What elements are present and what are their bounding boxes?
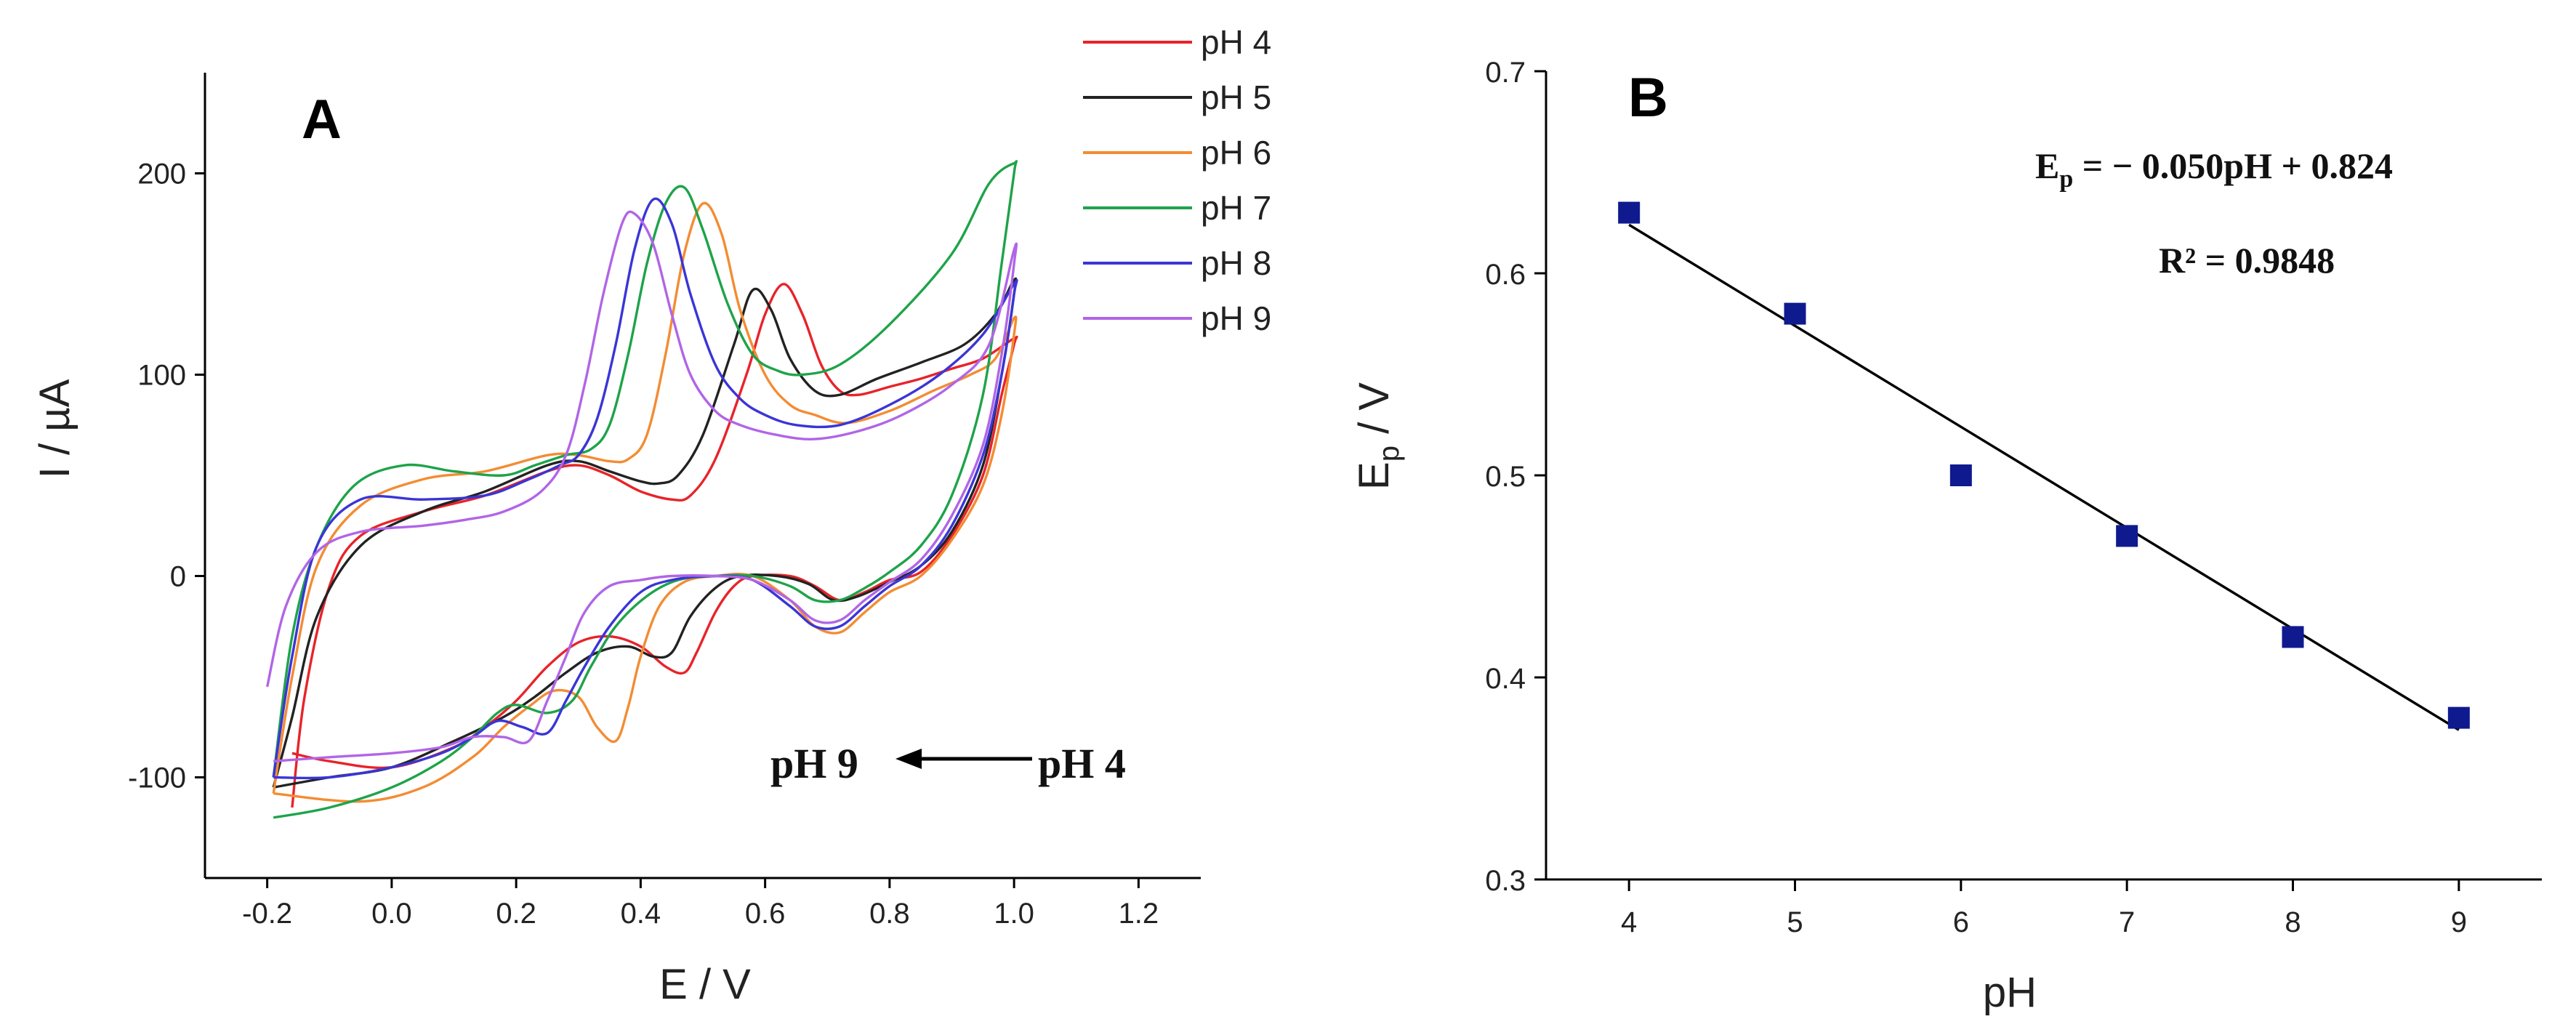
- ph-trend-annotation: pH 9 pH 4: [770, 740, 1126, 787]
- x-tick-label: 0.4: [621, 898, 661, 930]
- annotation-left-label: pH 9: [770, 740, 858, 787]
- x-tick-label: 0.2: [496, 898, 536, 930]
- x-tick-label: 6: [1953, 906, 1969, 938]
- eq-sub: p: [2059, 166, 2073, 193]
- legend-label: pH 5: [1201, 78, 1271, 116]
- ylabel-tail: / V: [1351, 382, 1398, 446]
- eq-e: E: [2035, 145, 2059, 186]
- x-tick-label: 0.0: [371, 898, 412, 930]
- ylabel-e: E: [1351, 462, 1398, 490]
- annotation-right-label: pH 4: [1038, 740, 1126, 787]
- y-tick-label: 0.7: [1485, 57, 1526, 89]
- cv-curve-ph-9: [265, 210, 1018, 762]
- scatter-point: [2282, 626, 2304, 648]
- fit-line: [1628, 223, 2460, 731]
- r-squared: R² = 0.9848: [2159, 240, 2335, 281]
- panel-b-axes: 4 5 6 7 8 9 0.3 0.4 0.5 0.6 0.7: [1485, 57, 2542, 938]
- scatter-point: [2447, 706, 2470, 729]
- panel-a: A -0.2 0.0 0.2 0.4 0.6 0.8 1.0 1.2 -100 0 100 200 p…: [31, 23, 1271, 1008]
- x-tick-label: 1.2: [1119, 898, 1159, 930]
- cv-curve-ph-6: [272, 201, 1018, 803]
- x-tick-label: 9: [2451, 906, 2467, 938]
- annotation-arrow-head: [895, 749, 922, 769]
- panel-b: B 4 5 6 7 8 9 0.3 0.4 0.5 0.6 0.7 Ep = − 0.050pH +…: [1351, 57, 2542, 1016]
- panel-b-x-title: pH: [1983, 969, 2037, 1016]
- legend-label: pH 6: [1201, 134, 1271, 172]
- y-tick-label: 0.3: [1485, 865, 1526, 897]
- ylabel-sub: p: [1373, 446, 1405, 462]
- x-tick-label: 7: [2119, 906, 2135, 938]
- x-tick-label: 8: [2285, 906, 2301, 938]
- y-tick-label: 200: [137, 158, 186, 190]
- cv-curves: [265, 160, 1018, 819]
- cv-curve-ph-5: [272, 277, 1018, 789]
- y-tick-label: 0.6: [1485, 259, 1526, 291]
- scatter-points: [1618, 201, 2470, 729]
- x-tick-label: -0.2: [242, 898, 292, 930]
- x-tick-label: 5: [1787, 906, 1803, 938]
- cv-curve-ph-8: [272, 197, 1018, 780]
- y-tick-label: 0.5: [1485, 461, 1526, 493]
- y-tick-label: 0.4: [1485, 663, 1526, 695]
- x-tick-label: 0.6: [745, 898, 786, 930]
- scatter-point: [1618, 201, 1641, 224]
- legend-label: pH 8: [1201, 244, 1271, 282]
- legend-label: pH 9: [1201, 299, 1271, 337]
- x-tick-label: 1.0: [994, 898, 1034, 930]
- eq-rest: = − 0.050pH + 0.824: [2073, 145, 2393, 186]
- x-tick-label: 0.8: [869, 898, 910, 930]
- x-tick-label: 4: [1621, 906, 1637, 938]
- scatter-point: [2116, 525, 2138, 547]
- cv-curve-ph-4: [291, 283, 1018, 808]
- legend-label: pH 7: [1201, 189, 1271, 227]
- fit-line-group: [1628, 223, 2460, 731]
- panel-b-letter: B: [1628, 67, 1668, 129]
- panel-a-axes: -0.2 0.0 0.2 0.4 0.6 0.8 1.0 1.2 -100 0 100 200: [128, 73, 1201, 930]
- y-tick-label: 0: [170, 561, 186, 593]
- panel-a-letter: A: [302, 89, 342, 150]
- scatter-point: [1784, 302, 1806, 325]
- y-tick-label: -100: [128, 762, 186, 794]
- panel-a-x-title: E / V: [659, 961, 751, 1008]
- cv-legend: pH 4 pH 5 pH 6 pH 7 pH 8 pH 9: [1083, 23, 1271, 337]
- legend-label: pH 4: [1201, 23, 1271, 61]
- panel-b-y-title: Ep / V: [1351, 382, 1405, 490]
- y-tick-label: 100: [137, 360, 186, 392]
- cv-curve-ph-7: [272, 160, 1018, 819]
- scatter-point: [1949, 464, 1972, 486]
- panel-a-y-title: I / µA: [31, 379, 79, 478]
- fit-equation: Ep = − 0.050pH + 0.824: [2035, 145, 2393, 193]
